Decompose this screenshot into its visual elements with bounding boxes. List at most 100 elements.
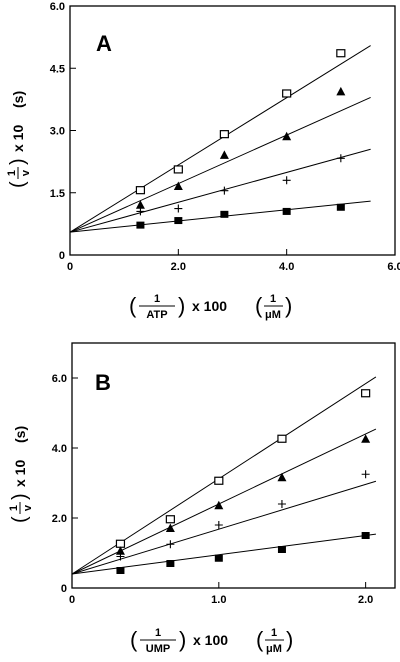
xlabel-close-paren-2: )	[285, 293, 292, 318]
xlabel-frac-den: ATP	[146, 309, 167, 321]
y-tick-label: 4.5	[50, 63, 65, 75]
xlabel-open-paren-1: (	[129, 293, 137, 318]
xlabel-unit-num: 1	[271, 627, 277, 639]
xlabel-open-paren-2: (	[256, 627, 264, 652]
point-filled-square	[174, 217, 183, 225]
x-axis-label: (1 UMP) x 100 (1 μM)	[130, 627, 293, 655]
x-tick-label: 6.0	[387, 261, 400, 273]
ylabel-multiplier: x 10	[12, 460, 28, 487]
plot-frame	[69, 5, 396, 256]
xlabel-frac-num: 1	[154, 293, 160, 305]
point-filled-square	[361, 532, 370, 539]
fit-line-filled-triangle	[71, 428, 377, 575]
y-axis-label: (1 v) x 10 (s)	[6, 91, 32, 188]
point-open-square	[165, 515, 175, 524]
point-filled-square	[116, 567, 125, 574]
fit-line-plus	[71, 480, 377, 575]
fit-line-filled-triangle	[69, 96, 371, 233]
point-plus	[136, 207, 145, 216]
xlabel-multiplier: x 100	[193, 632, 228, 648]
point-filled-square	[166, 560, 175, 567]
plot-frame	[71, 342, 396, 589]
point-plus	[166, 540, 175, 549]
xlabel-close-paren-2: )	[286, 627, 293, 652]
ylabel-close-paren: )	[7, 158, 29, 165]
point-open-square	[173, 165, 183, 174]
point-filled-triangle	[361, 434, 371, 443]
y-tick-label: 0	[59, 250, 65, 262]
x-tick-label: 2.0	[358, 594, 373, 606]
xlabel-frac-num: 1	[155, 627, 161, 639]
y-tick-label: 4.0	[52, 443, 67, 455]
point-filled-triangle	[214, 500, 224, 510]
point-open-square	[336, 49, 346, 58]
panel-label: A	[96, 31, 112, 56]
ylabel-open-paren: (	[9, 516, 31, 523]
point-plus	[174, 204, 183, 213]
point-filled-triangle	[277, 472, 287, 482]
point-filled-triangle	[219, 150, 229, 159]
xlabel-close-paren-1: )	[179, 627, 186, 652]
y-tick-label: 6.0	[50, 1, 65, 13]
ylabel-unit: (s)	[12, 426, 28, 443]
point-filled-triangle	[282, 131, 292, 141]
point-filled-square	[136, 221, 145, 229]
x-axis-label: (1 ATP) x 100 (1 μM)	[129, 293, 292, 321]
point-filled-square	[277, 546, 286, 553]
point-open-square	[115, 539, 126, 548]
point-plus	[361, 470, 370, 479]
panel-label: B	[95, 370, 111, 395]
y-tick-label: 6.0	[52, 373, 67, 385]
ylabel-frac-den: v	[20, 169, 32, 176]
point-filled-triangle	[135, 200, 145, 209]
xlabel-unit-num: 1	[270, 293, 276, 305]
x-tick-label: 0	[69, 594, 75, 606]
point-plus	[277, 500, 286, 508]
xlabel-frac-den: UMP	[146, 643, 170, 655]
x-tick-label: 0	[67, 261, 73, 273]
y-tick-label: 3.0	[50, 126, 65, 138]
y-tick-label: 1.5	[50, 188, 65, 200]
point-open-square	[219, 130, 229, 139]
xlabel-multiplier: x 100	[192, 298, 227, 314]
ylabel-close-paren: )	[9, 493, 31, 500]
xlabel-open-paren-2: (	[255, 293, 263, 318]
fit-line-plus	[69, 148, 371, 233]
point-open-square	[214, 476, 224, 485]
point-filled-square	[214, 554, 223, 562]
ylabel-open-paren: (	[7, 181, 29, 188]
point-plus	[282, 176, 291, 185]
xlabel-unit-den: μM	[266, 643, 282, 655]
point-plus	[336, 154, 345, 163]
fit-line-open-square	[69, 45, 371, 233]
point-open-square	[277, 434, 287, 443]
xlabel-open-paren-1: (	[130, 627, 138, 652]
point-filled-square	[282, 207, 291, 215]
y-tick-label: 2.0	[52, 513, 67, 525]
y-axis-label: (1 v) x 10 (s)	[8, 426, 34, 523]
point-plus	[220, 186, 229, 195]
point-plus	[116, 552, 125, 561]
point-open-square	[282, 89, 292, 98]
point-open-square	[361, 389, 371, 398]
point-filled-triangle	[115, 546, 125, 555]
point-open-square	[135, 186, 146, 195]
point-filled-square	[220, 210, 229, 218]
ylabel-frac-den: v	[22, 504, 34, 511]
point-filled-triangle	[165, 523, 175, 532]
point-filled-triangle	[173, 181, 183, 191]
point-filled-square	[336, 203, 345, 211]
x-tick-label: 1.0	[211, 594, 226, 606]
xlabel-unit-den: μM	[265, 309, 281, 321]
chart-panel-a: 01.53.04.56.00 2.0 4.0 6.0A(1 v)x 10(s)(1ATP…	[6, 1, 400, 321]
ylabel-multiplier: x 10	[10, 125, 26, 152]
ylabel-frac-num: 1	[8, 505, 20, 511]
y-tick-label: 0	[61, 583, 67, 595]
ylabel-unit: (s)	[10, 91, 26, 108]
x-tick-label: 2.0	[171, 261, 186, 273]
x-tick-label: 4.0	[279, 261, 294, 273]
ylabel-frac-num: 1	[6, 170, 18, 176]
point-filled-triangle	[336, 86, 346, 96]
